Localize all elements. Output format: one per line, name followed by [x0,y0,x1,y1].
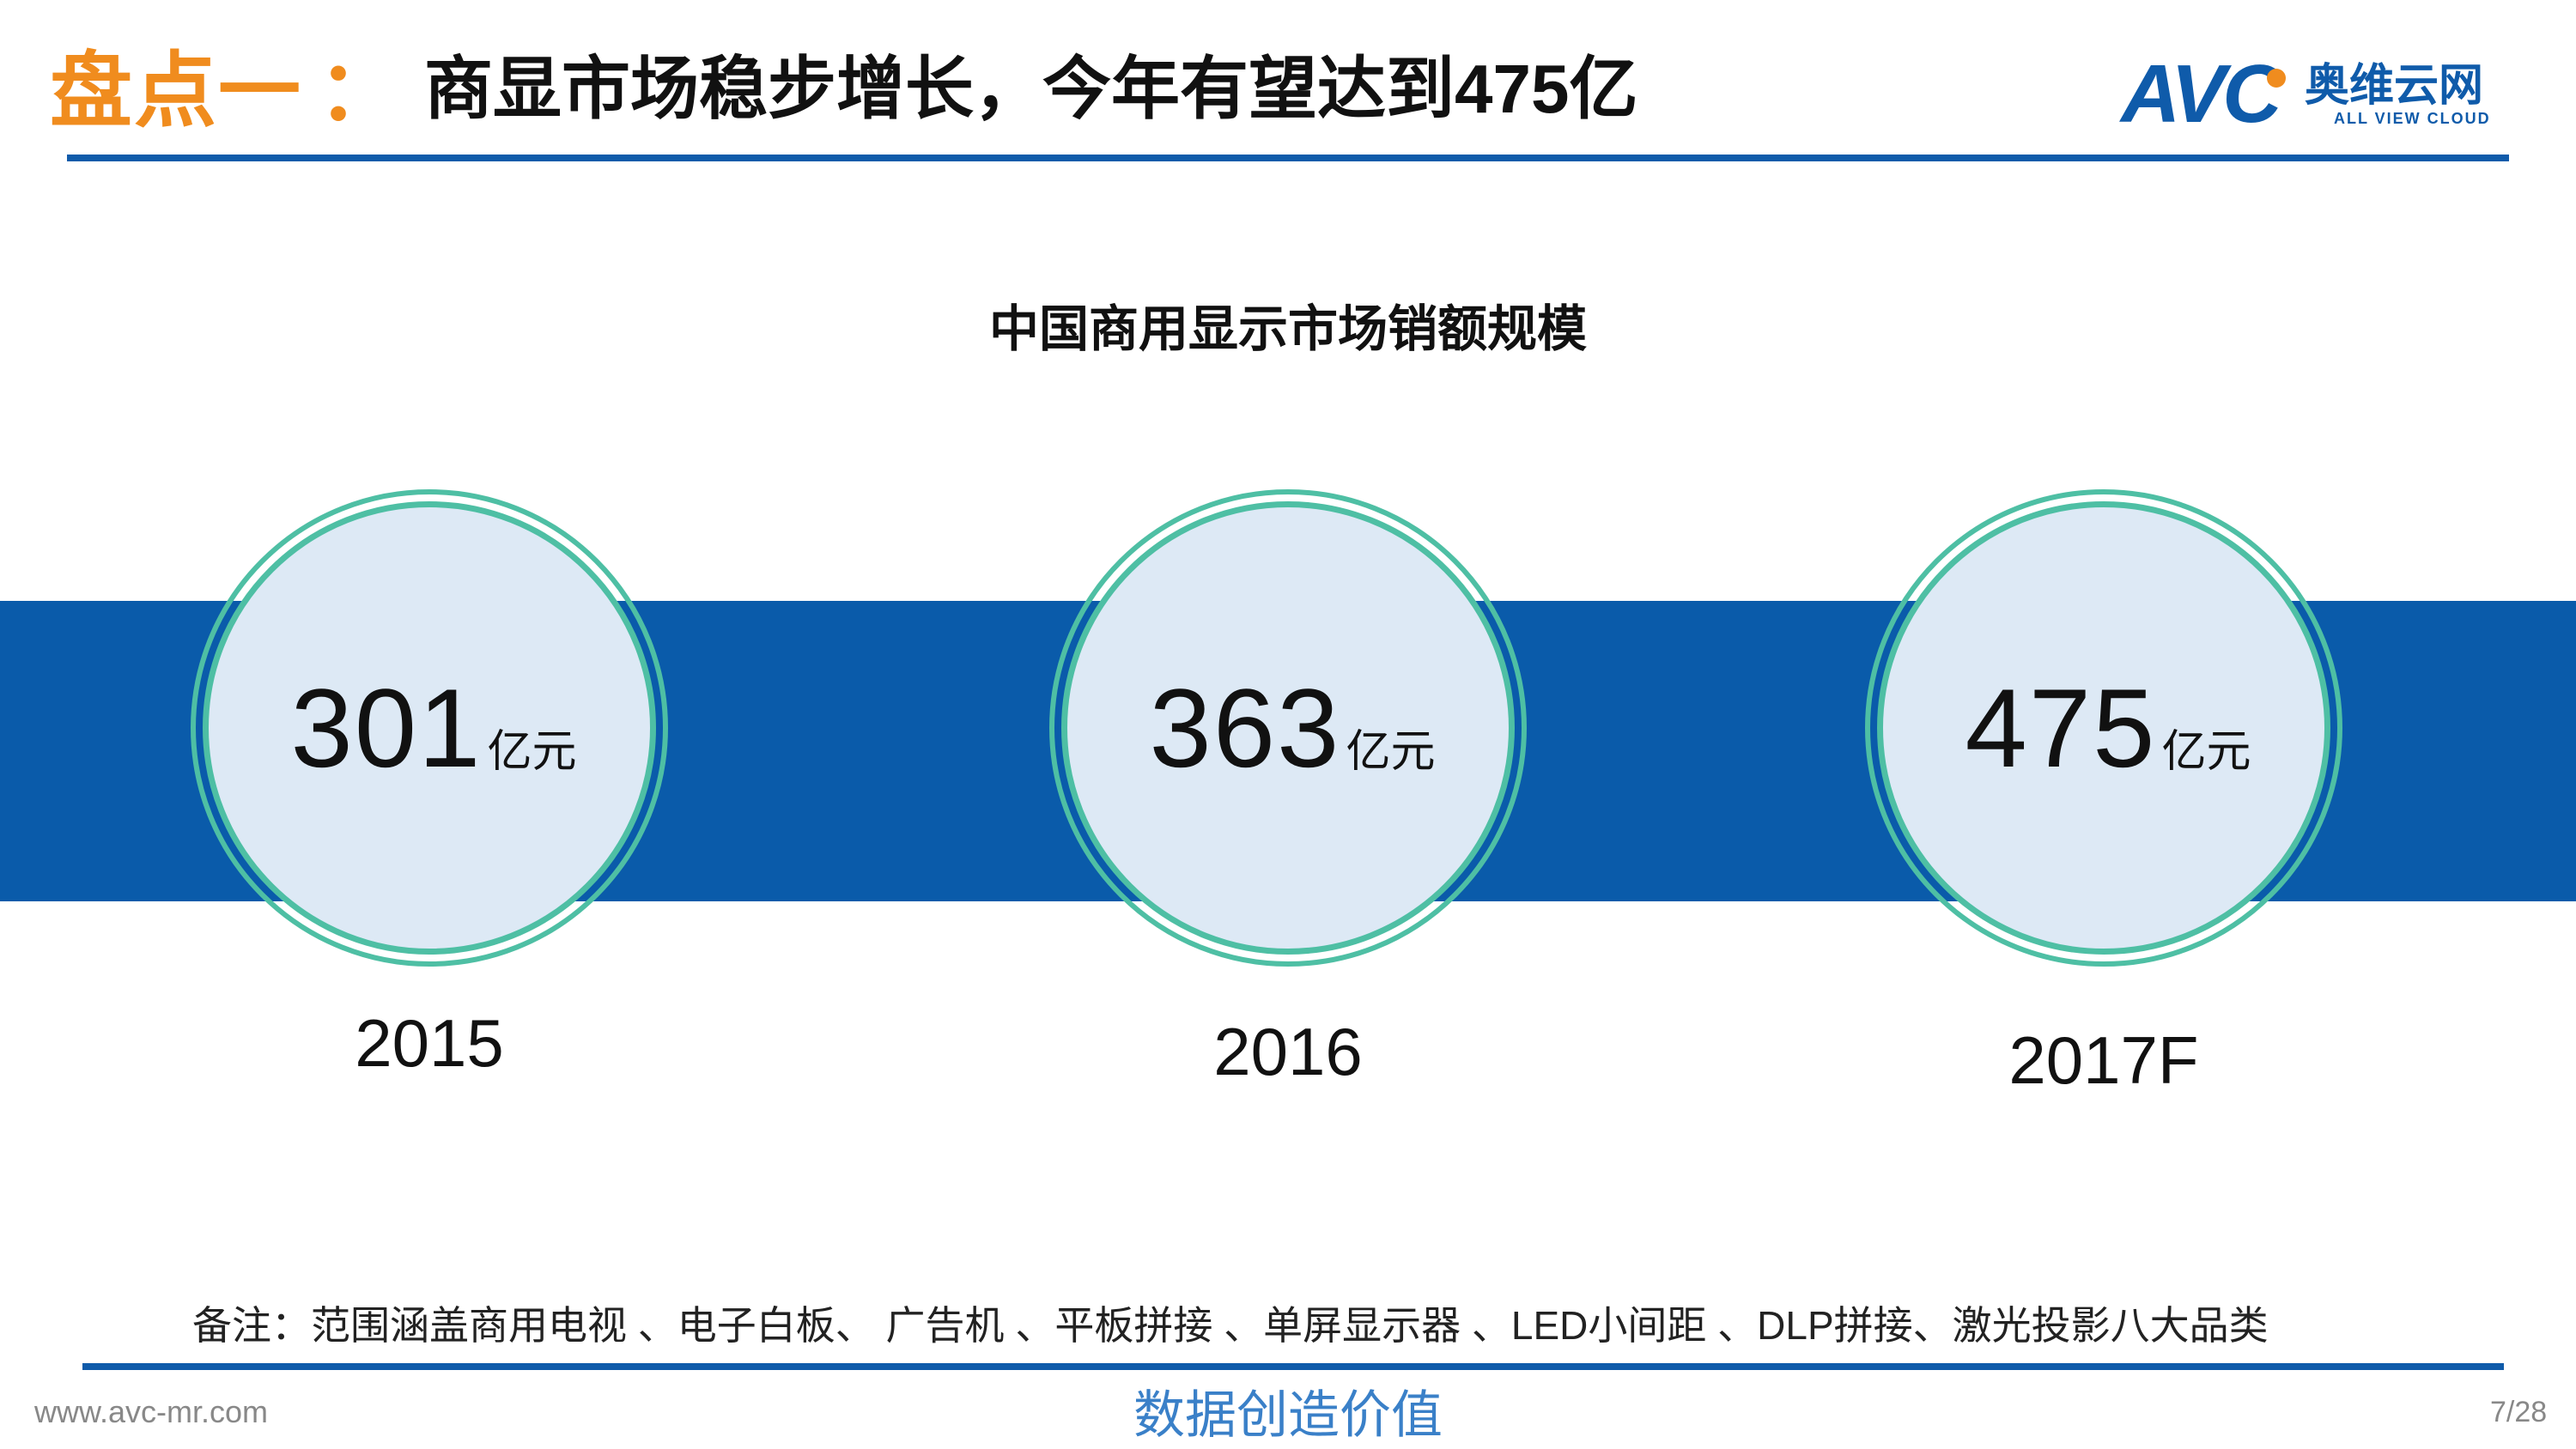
value-circle: 475 亿元 [1865,489,2342,967]
value-label: 475 亿元 [1965,664,2251,792]
title-prefix: 盘点一 [50,45,302,137]
title-main: 商显市场稳步增长，今年有望达到475亿 [424,51,1638,127]
value-circle: 301 亿元 [191,489,668,967]
footer-url: www.avc-mr.com [34,1394,269,1429]
footer-slogan: 数据创造价值 [1133,1386,1443,1444]
value-circle: 363 亿元 [1049,489,1527,967]
chart-title: 中国商用显示市场销额规模 [988,301,1587,357]
logo-name-cn: 奥维云网 [2305,61,2484,111]
year-label: 2015 [355,1005,504,1081]
year-label: 2016 [1213,1014,1363,1089]
title-colon: ： [318,45,400,137]
logo-name-en: ALL VIEW CLOUD [2334,110,2491,127]
value-unit: 亿元 [487,727,577,777]
logo-dot-icon [2267,69,2286,88]
value-circle-inner: 301 亿元 [203,501,656,955]
header-divider [67,155,2509,161]
value-number: 475 [1965,665,2157,791]
value-number: 363 [1149,665,1341,791]
value-unit: 亿元 [1346,727,1436,777]
page-number: 7/28 [2490,1396,2548,1428]
value-unit: 亿元 [2161,727,2251,777]
value-circle-inner: 363 亿元 [1061,501,1515,955]
year-label: 2017F [2008,1022,2199,1098]
page-title: 盘点一 ： 商显市场稳步增长，今年有望达到475亿 [50,36,1638,137]
avc-logo: AVC 奥维云网 ALL VIEW CLOUD [2121,53,2516,139]
value-circle-inner: 475 亿元 [1877,501,2330,955]
value-label: 301 亿元 [291,664,577,792]
value-number: 301 [290,665,483,791]
value-label: 363 亿元 [1150,664,1436,792]
logo-mark: AVC [2121,48,2282,140]
footer-divider [82,1363,2504,1370]
footnote: 备注：范围涵盖商用电视 、电子白板、 广告机 、平板拼接 、单屏显示器 、LED… [192,1303,2269,1348]
